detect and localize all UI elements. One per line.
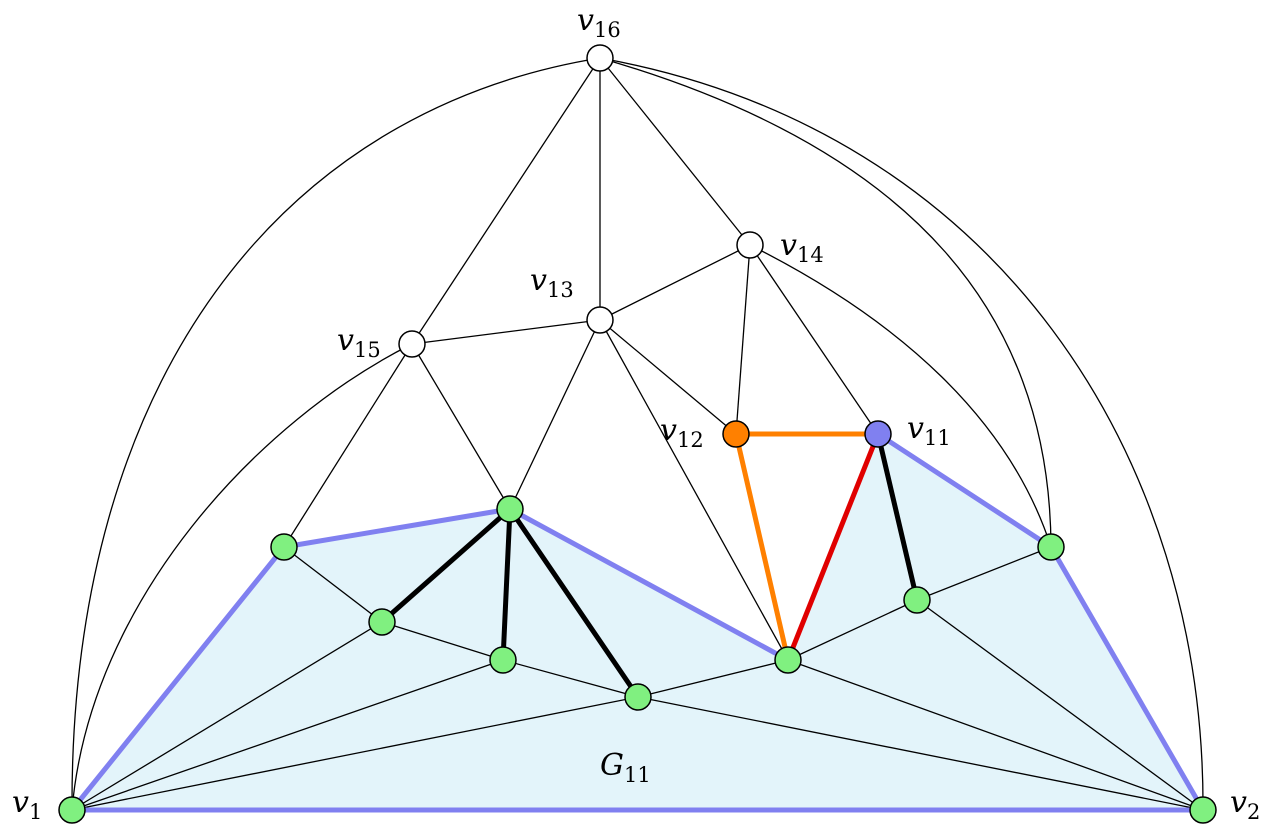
vertex-green	[368, 608, 396, 636]
label-v13: v13	[530, 263, 574, 302]
label-v16: v16	[577, 3, 621, 42]
vertices	[58, 44, 1217, 824]
label-v1: v1	[12, 785, 42, 824]
label-g11: G11	[600, 748, 651, 787]
g11-boundary-right	[72, 431, 1206, 813]
label-v11: v11	[907, 411, 951, 450]
label-v15: v15	[337, 323, 381, 362]
g11-region	[72, 434, 1203, 810]
vertex-v11	[864, 420, 892, 448]
vertex-green	[496, 495, 524, 523]
label-v2: v2	[1230, 785, 1260, 824]
g11-boundary	[70, 506, 790, 812]
vertex-green	[624, 683, 652, 711]
label-v12: v12	[660, 413, 704, 452]
vertex-green	[1037, 533, 1065, 561]
vertex-v12	[722, 420, 750, 448]
vertex-v16	[586, 44, 614, 72]
thick-black-edges	[379, 431, 920, 700]
vertex-v13	[586, 306, 614, 334]
vertex-green	[774, 646, 802, 674]
label-v14: v14	[780, 228, 824, 267]
vertex-green	[489, 646, 517, 674]
vertex-v2	[1189, 796, 1217, 824]
vertex-green	[903, 586, 931, 614]
vertex-v15	[398, 330, 426, 358]
vertex-v14	[736, 231, 764, 259]
red-edge	[785, 433, 881, 661]
vertex-green	[270, 533, 298, 561]
orange-edge-left	[733, 433, 791, 661]
vertex-v1	[58, 796, 86, 824]
thin-edges	[71, 57, 1204, 811]
